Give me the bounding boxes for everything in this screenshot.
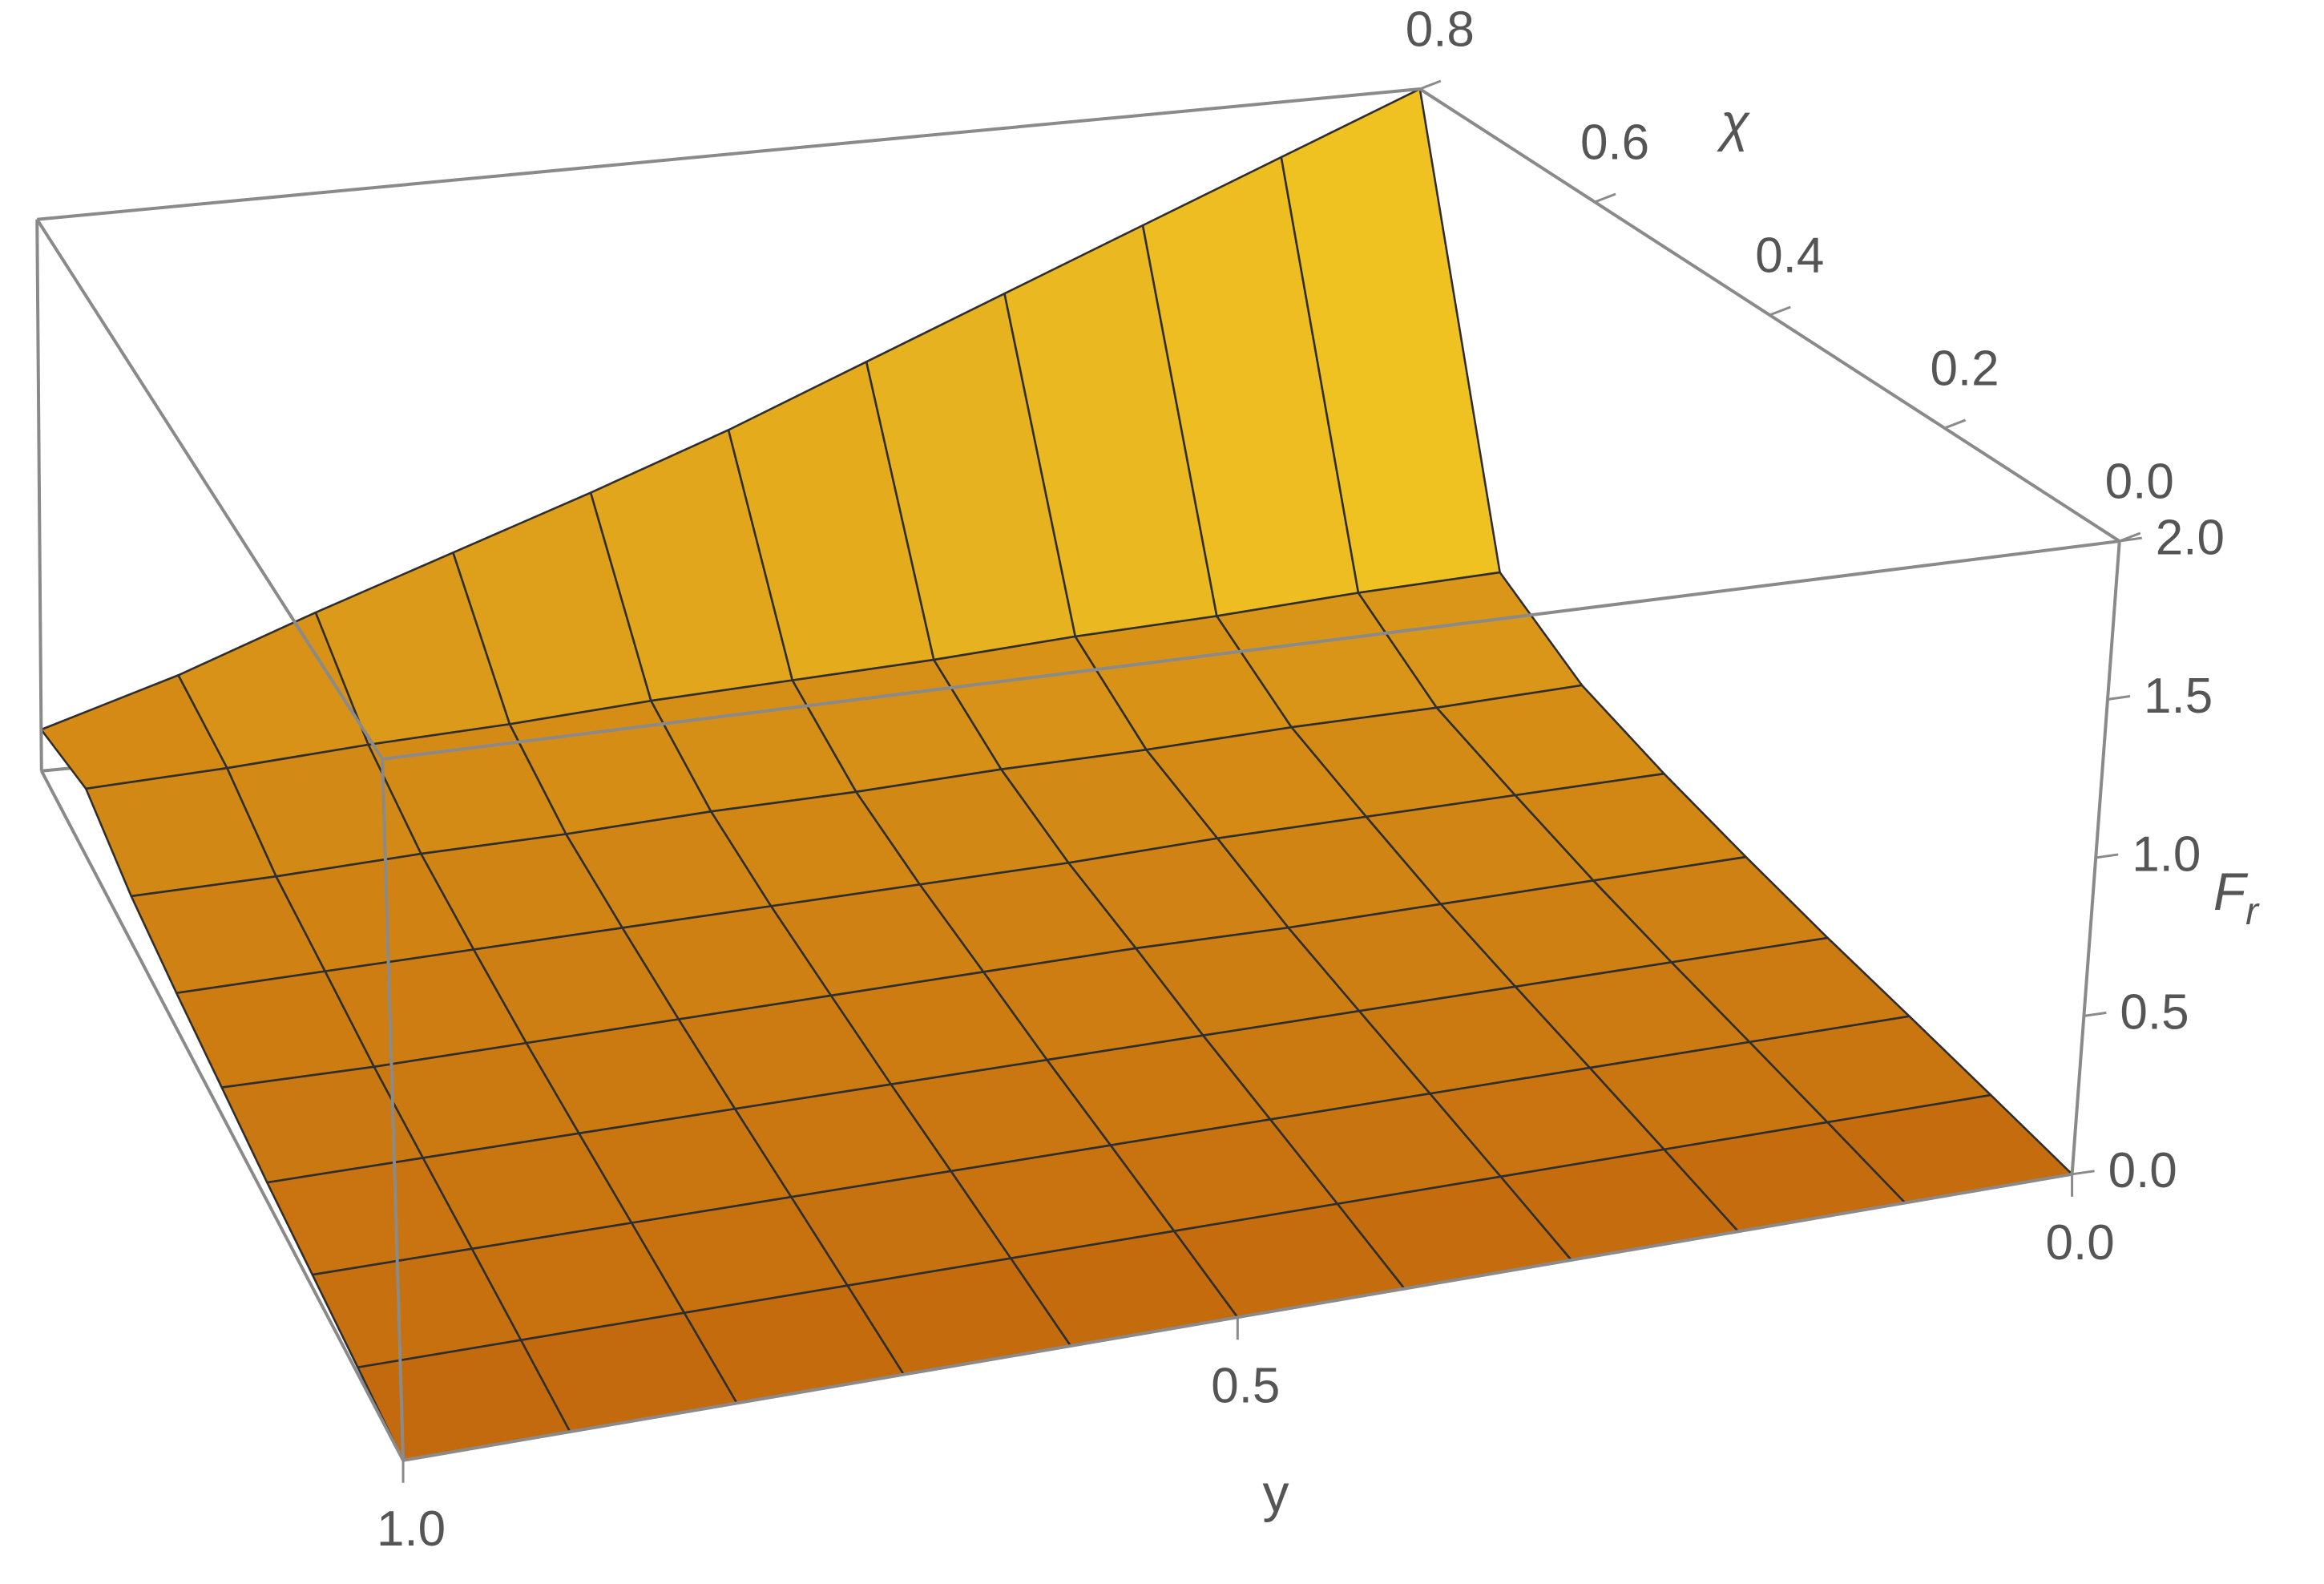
y-axis-label: χ xyxy=(1717,92,1750,152)
z-tick-label: 0.5 xyxy=(2120,985,2189,1041)
z-axis-label-main: F xyxy=(2213,862,2249,921)
z-tick-label: 0.0 xyxy=(2108,1143,2177,1198)
y-tick-label: 0.4 xyxy=(1755,228,1824,283)
z-axis-label-sub: r xyxy=(2245,891,2260,933)
z-tick xyxy=(2095,853,2119,859)
box-edge xyxy=(381,758,405,1461)
y-tick xyxy=(1419,79,1442,91)
z-tick-label: 2.0 xyxy=(2156,510,2225,565)
z-tick-label: 1.5 xyxy=(2144,669,2213,724)
x-axis-label: y xyxy=(1263,1463,1289,1522)
box-edge xyxy=(37,87,1421,221)
z-tick xyxy=(2119,536,2142,543)
box-edge xyxy=(35,218,384,761)
y-tick xyxy=(1769,305,1791,317)
box-edge xyxy=(1418,87,2120,543)
box-edge xyxy=(2070,540,2121,1174)
box-edges: 0.0 0.5 1.0 0.0 0.2 0.4 0.6 0.8 0.0 0.5 1.0 1.5 2.0 xyxy=(35,2,2225,1557)
y-tick xyxy=(1944,418,1967,430)
z-tick xyxy=(2072,1170,2095,1176)
box-edge xyxy=(381,539,2120,761)
y-tick-label: 0.6 xyxy=(1580,115,1649,170)
z-tick xyxy=(2084,1011,2107,1017)
box-edge xyxy=(35,219,43,771)
y-tick-label: 0.2 xyxy=(1930,341,1999,396)
box-edge xyxy=(40,770,405,1461)
y-tick-label: 0.0 xyxy=(2105,454,2174,509)
z-tick-label: 1.0 xyxy=(2132,826,2201,882)
y-tick-label: 0.8 xyxy=(1406,2,1475,57)
x-tick-label: 1.0 xyxy=(377,1501,446,1557)
surface xyxy=(40,87,2073,1462)
z-tick xyxy=(2107,695,2131,701)
x-tick-label: 0.5 xyxy=(1211,1359,1280,1414)
y-tick xyxy=(1594,192,1616,204)
z-axis-label: Fr xyxy=(2213,862,2260,932)
x-tick-label: 0.0 xyxy=(2045,1215,2114,1271)
